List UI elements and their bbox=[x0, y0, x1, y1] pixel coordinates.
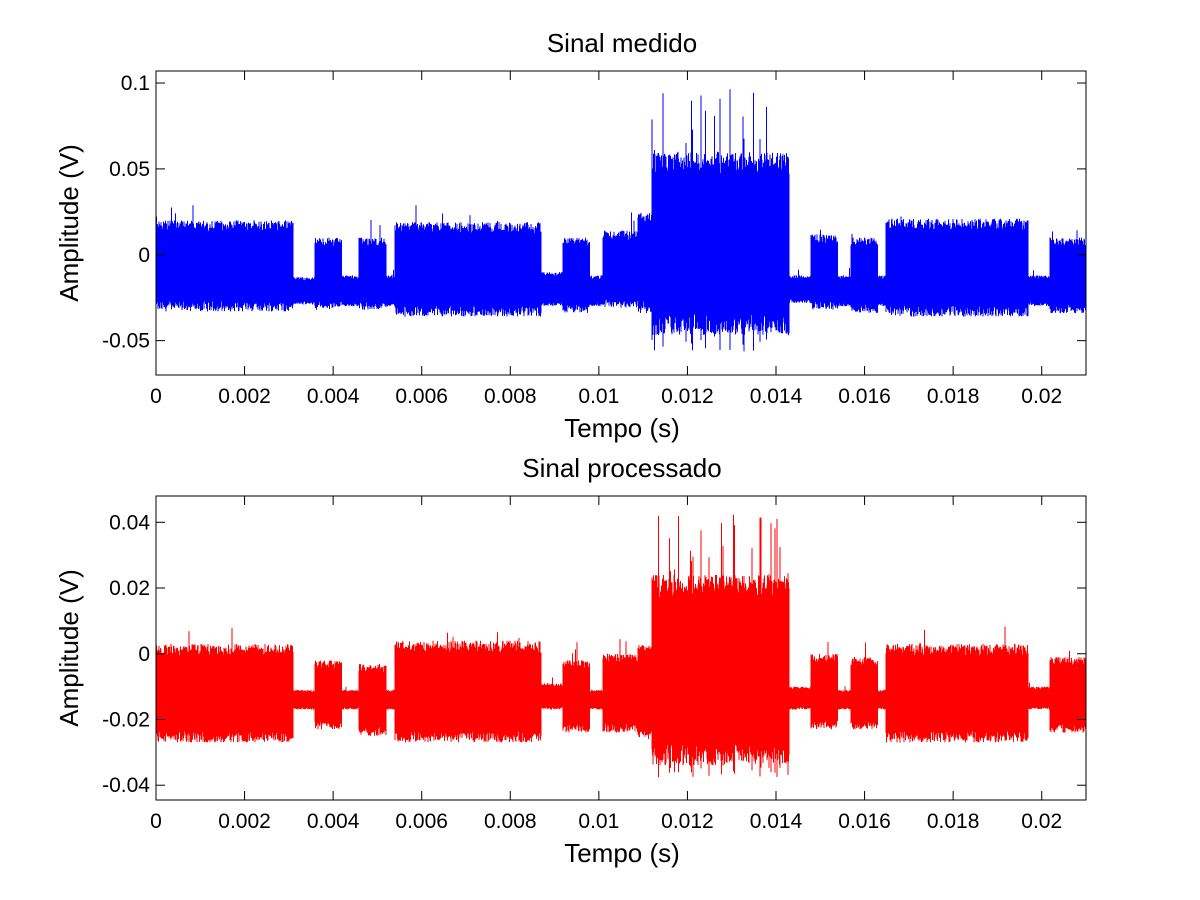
y-axis-label: Amplitude (V) bbox=[54, 569, 84, 727]
x-tick-label: 0.012 bbox=[661, 810, 714, 833]
x-tick-label: 0 bbox=[150, 385, 162, 408]
y-tick-label: -0.02 bbox=[102, 708, 150, 731]
x-axis-label: Tempo (s) bbox=[564, 838, 680, 868]
axis-ticks bbox=[155, 71, 1086, 375]
x-tick-label: 0.008 bbox=[484, 385, 537, 408]
plot-sinal-processado: Sinal processado 0 0.002 0.004 0.006 0.008 0.… bbox=[54, 453, 1087, 868]
x-tick-label: 0.012 bbox=[661, 385, 714, 408]
axes-box bbox=[155, 70, 1087, 376]
x-tick-label: 0.01 bbox=[578, 810, 619, 833]
y-tick-label: 0.02 bbox=[109, 577, 150, 600]
x-tick-label: 0.004 bbox=[307, 810, 360, 833]
x-tick-label: 0.016 bbox=[838, 810, 891, 833]
x-tick-label: 0.006 bbox=[395, 385, 448, 408]
x-tick-label: 0.01 bbox=[578, 385, 619, 408]
y-tick-label: 0 bbox=[138, 643, 150, 666]
x-tick-label: 0 bbox=[150, 810, 162, 833]
x-tick-labels: 0 0.002 0.004 0.006 0.008 0.01 0.012 0.014 0.016… bbox=[150, 810, 1062, 833]
x-tick-label: 0.02 bbox=[1021, 385, 1062, 408]
x-tick-label: 0.018 bbox=[927, 810, 980, 833]
x-tick-label: 0.02 bbox=[1021, 810, 1062, 833]
axis-ticks bbox=[155, 496, 1086, 800]
plot-title: Sinal processado bbox=[522, 453, 721, 483]
y-tick-labels: -0.04 -0.02 0 0.02 0.04 bbox=[102, 511, 150, 797]
x-tick-labels: 0 0.002 0.004 0.006 0.008 0.01 0.012 0.014 0.016… bbox=[150, 385, 1062, 408]
x-tick-label: 0.008 bbox=[484, 810, 537, 833]
x-axis-label: Tempo (s) bbox=[564, 413, 680, 443]
x-tick-label: 0.002 bbox=[218, 810, 271, 833]
x-tick-label: 0.016 bbox=[838, 385, 891, 408]
y-tick-label: 0.04 bbox=[109, 511, 150, 534]
x-tick-label: 0.018 bbox=[927, 385, 980, 408]
y-tick-label: 0.05 bbox=[109, 158, 150, 181]
x-tick-label: 0.004 bbox=[307, 385, 360, 408]
y-tick-label: 0 bbox=[138, 244, 150, 267]
x-tick-label: 0.006 bbox=[395, 810, 448, 833]
axes-box bbox=[155, 495, 1087, 801]
x-tick-label: 0.014 bbox=[750, 810, 803, 833]
plot-title: Sinal medido bbox=[547, 28, 697, 58]
y-tick-label: -0.04 bbox=[102, 774, 150, 797]
y-tick-label: 0.1 bbox=[121, 72, 150, 95]
x-tick-label: 0.014 bbox=[750, 385, 803, 408]
x-tick-label: 0.002 bbox=[218, 385, 271, 408]
plot-sinal-medido: Sinal medido 0 0.002 0.004 0.006 0.008 0.01 0.… bbox=[54, 28, 1087, 443]
y-axis-label: Amplitude (V) bbox=[54, 144, 84, 302]
y-tick-labels: -0.05 0 0.05 0.1 bbox=[102, 72, 150, 353]
y-tick-label: -0.05 bbox=[102, 330, 150, 353]
